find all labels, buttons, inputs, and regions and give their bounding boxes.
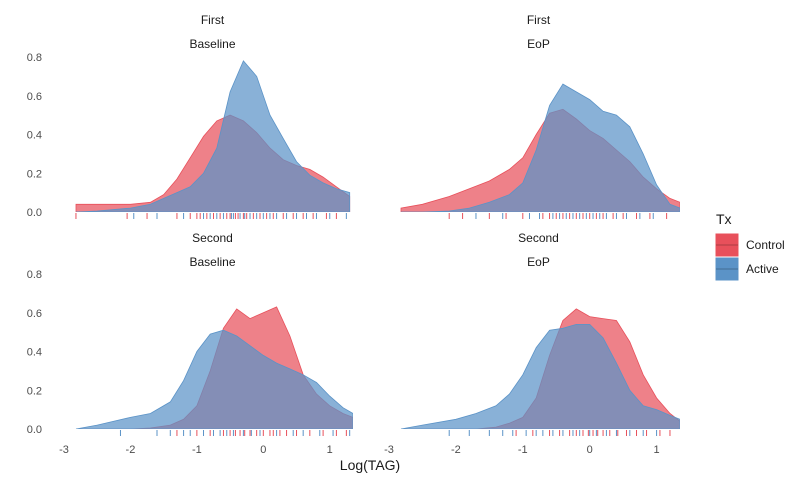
x-tick-label: 1 [327, 444, 333, 456]
y-tick-label: 0.4 [27, 130, 42, 142]
y-tick-label: 0.2 [27, 385, 42, 397]
facet-panels: FirstBaselineFirstEoPSecondBaselineSecon… [75, 13, 680, 436]
facet-panel: First Baseline [75, 13, 351, 219]
y-tick-label: 0.8 [27, 269, 42, 281]
strip-label-bottom: EoP [527, 255, 550, 269]
strip-label-top: Second [192, 231, 233, 245]
x-tick-label: -2 [126, 444, 136, 456]
y-tick-label: 0.6 [27, 308, 42, 320]
legend-label: Active [746, 262, 779, 276]
y-tick-label: 0.0 [27, 207, 42, 219]
legend-entry-active: Active [715, 257, 779, 281]
axes: 0.0 0.2 0.4 0.6 0.8 0.0 0.2 0.4 0.6 0.8 -3 -2 -1 0 1 -3… [27, 52, 660, 456]
density-area-active [75, 329, 353, 429]
legend-label: Control [746, 238, 785, 252]
facet-panel: First EoP [400, 13, 680, 219]
strip-label-bottom: EoP [527, 37, 550, 51]
x-tick-label: -2 [451, 444, 461, 456]
density-area-active [75, 60, 351, 212]
x-tick-label: -1 [192, 444, 202, 456]
legend-key [715, 257, 739, 281]
y-tick-label: 0.6 [27, 91, 42, 103]
y-tick-label: 0.0 [27, 424, 42, 436]
legend-entry-control: Control [715, 233, 785, 257]
x-tick-label: -1 [518, 444, 528, 456]
x-tick-label: 0 [587, 444, 593, 456]
density-area-active [400, 324, 680, 429]
y-tick-label: 0.2 [27, 168, 42, 180]
x-tick-label: -3 [384, 444, 394, 456]
x-tick-label: 0 [260, 444, 266, 456]
legend-key [715, 233, 739, 257]
density-area-active [401, 83, 680, 212]
x-tick-label: -3 [59, 444, 69, 456]
x-axis-title: Log(TAG) [340, 457, 400, 473]
strip-label-top: First [527, 13, 551, 27]
strip-label-top: First [201, 13, 225, 27]
facet-panel: Second Baseline [75, 231, 353, 436]
x-tick-label: 1 [654, 444, 660, 456]
y-tick-label: 0.8 [27, 52, 42, 64]
strip-label-bottom: Baseline [189, 37, 235, 51]
legend: Tx Control Active [715, 211, 785, 281]
facet-panel: Second EoP [400, 231, 680, 436]
strip-label-bottom: Baseline [189, 255, 235, 269]
legend-title: Tx [716, 211, 732, 227]
strip-label-top: Second [518, 231, 559, 245]
y-tick-label: 0.4 [27, 347, 42, 359]
